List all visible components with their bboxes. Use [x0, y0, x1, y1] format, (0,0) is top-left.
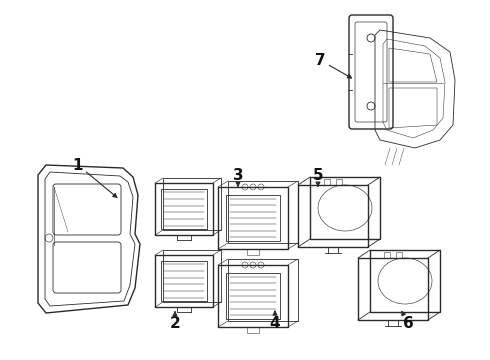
Bar — [324, 179, 330, 185]
Bar — [384, 252, 390, 258]
Bar — [161, 261, 207, 301]
Bar — [226, 195, 280, 241]
Bar — [310, 177, 380, 239]
Bar — [298, 185, 368, 247]
Text: 4: 4 — [270, 315, 280, 330]
Bar — [226, 273, 280, 319]
Text: 7: 7 — [315, 53, 325, 68]
Bar — [370, 250, 440, 312]
Bar — [155, 255, 213, 307]
Bar — [218, 265, 288, 327]
Text: 6: 6 — [403, 315, 414, 330]
Bar — [218, 187, 288, 249]
Bar — [336, 179, 342, 185]
Bar — [155, 183, 213, 235]
Text: 2: 2 — [170, 315, 180, 330]
Bar — [358, 258, 428, 320]
Text: 3: 3 — [233, 167, 244, 183]
Bar — [161, 189, 207, 229]
Bar — [396, 252, 402, 258]
Text: 1: 1 — [73, 158, 83, 172]
Text: 5: 5 — [313, 167, 323, 183]
